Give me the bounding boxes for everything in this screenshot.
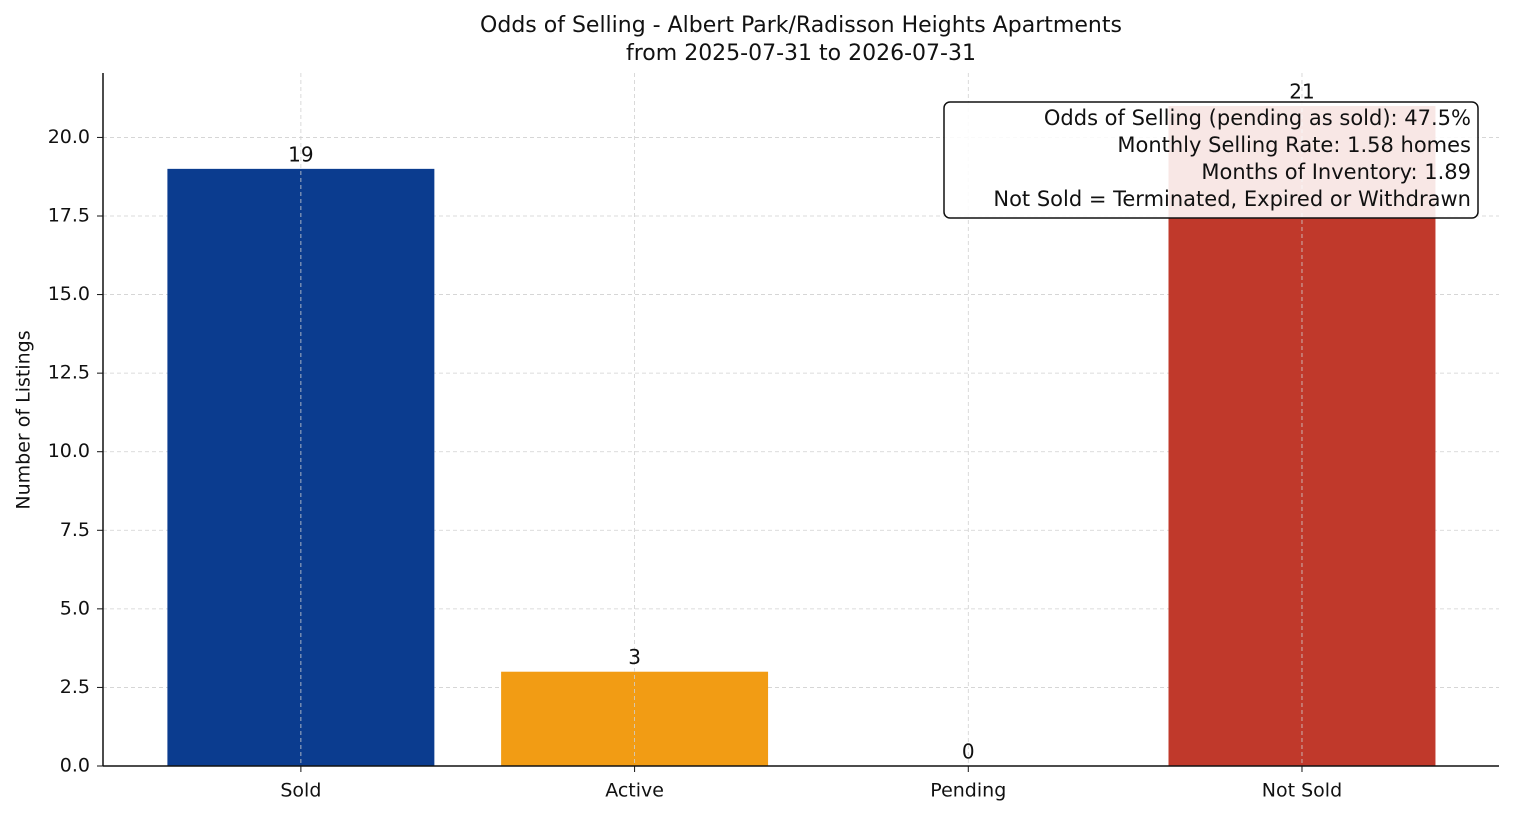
annotation-box [943,101,1479,219]
x-tick-label: Pending [930,780,1006,802]
value-label: 3 [628,645,641,669]
y-tick-label: 15.0 [48,283,90,305]
value-label: 19 [288,142,313,166]
annotation-line: Months of Inventory: 1.89 [1201,160,1471,184]
y-tick-label: 20.0 [48,126,90,148]
x-tick-label: Active [605,780,664,802]
annotation-line: Odds of Selling (pending as sold): 47.5% [1044,106,1471,130]
chart-title: Odds of Selling - Albert Park/Radisson H… [480,13,1122,38]
value-label: 21 [1289,80,1314,104]
y-tick-label: 12.5 [48,362,90,384]
value-label: 0 [962,740,975,764]
annotation-line: Not Sold = Terminated, Expired or Withdr… [993,187,1471,211]
y-tick-label: 5.0 [60,597,90,619]
x-tick-label: Not Sold [1262,780,1342,802]
y-tick-label: 2.5 [60,676,90,698]
y-tick-label: 17.5 [48,205,90,227]
x-tick-label: Sold [280,780,321,802]
y-tick-label: 10.0 [48,440,90,462]
annotation-line: Monthly Selling Rate: 1.58 homes [1117,133,1471,157]
y-axis-label: Number of Listings [13,330,35,509]
y-tick-label: 0.0 [60,755,90,777]
y-tick-label: 7.5 [60,519,90,541]
chart-subtitle: from 2025-07-31 to 2026-07-31 [626,41,976,66]
